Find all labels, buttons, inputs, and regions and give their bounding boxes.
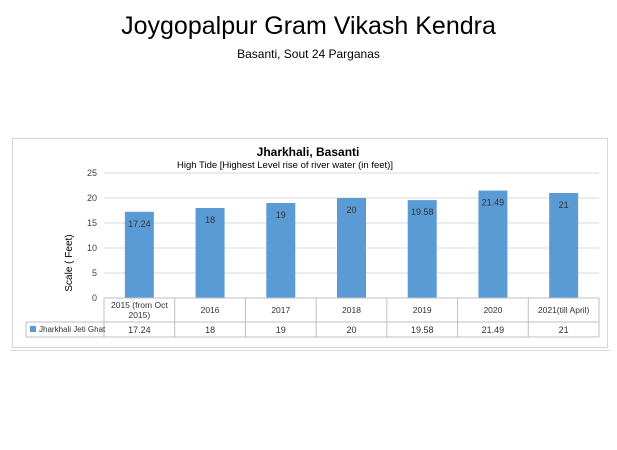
y-axis-ticks: 0 5 10 15 20 25: [87, 168, 97, 303]
x-tick-label: 2015 (from Oct 2015): [111, 300, 168, 320]
bar: [266, 203, 296, 298]
y-tick-label: 5: [92, 268, 97, 278]
table-value: 20: [346, 325, 356, 335]
divider: [10, 350, 610, 351]
table-value: 18: [205, 325, 215, 335]
bars: 17.24 18 19 20 19.58 21.49 21: [124, 190, 579, 298]
data-label: 21.49: [482, 198, 505, 208]
data-label: 20: [346, 205, 356, 215]
chart-title: Jharkhali, Basanti: [257, 145, 360, 159]
y-tick-label: 20: [87, 193, 97, 203]
y-tick-label: 0: [92, 293, 97, 303]
bar: [549, 193, 579, 298]
x-tick-label: 2018: [342, 305, 361, 315]
data-label: 19.58: [411, 207, 434, 217]
bar: [195, 208, 225, 298]
page-subtitle: Basanti, Sout 24 Parganas: [237, 47, 380, 61]
table-value: 21: [559, 325, 569, 335]
bar: [124, 211, 154, 298]
bar: [407, 200, 437, 298]
x-tick-label: 2020: [483, 305, 502, 315]
y-tick-label: 10: [87, 243, 97, 253]
bar: [478, 190, 508, 298]
legend-swatch: [30, 326, 36, 332]
chart-subtitle: High Tide [Highest Level rise of river w…: [177, 160, 393, 171]
table-value: 19: [276, 325, 286, 335]
table-value: 17.24: [128, 325, 151, 335]
data-label: 17.24: [128, 219, 151, 229]
x-tick-label: 2017: [271, 305, 290, 315]
bar: [337, 198, 366, 298]
data-label: 18: [205, 215, 215, 225]
page-title: Joygopalpur Gram Vikash Kendra: [121, 12, 496, 40]
legend-label: Jharkhali Jeti Ghat: [39, 325, 106, 334]
x-tick-label: 2019: [413, 305, 432, 315]
x-tick-label: 2016: [201, 305, 220, 315]
table-value: 19.58: [411, 325, 434, 335]
data-table: 2015 (from Oct 2015) 2016 2017 2018 2019 2020 2…: [25, 297, 600, 338]
y-tick-label: 25: [87, 168, 97, 178]
x-tick-label: 2021(till April): [538, 305, 590, 315]
table-value: 21.49: [482, 325, 505, 335]
data-label: 19: [276, 210, 286, 220]
data-label: 21: [559, 200, 569, 210]
y-tick-label: 15: [87, 218, 97, 228]
y-axis-label: Scale ( Feet): [64, 234, 75, 291]
